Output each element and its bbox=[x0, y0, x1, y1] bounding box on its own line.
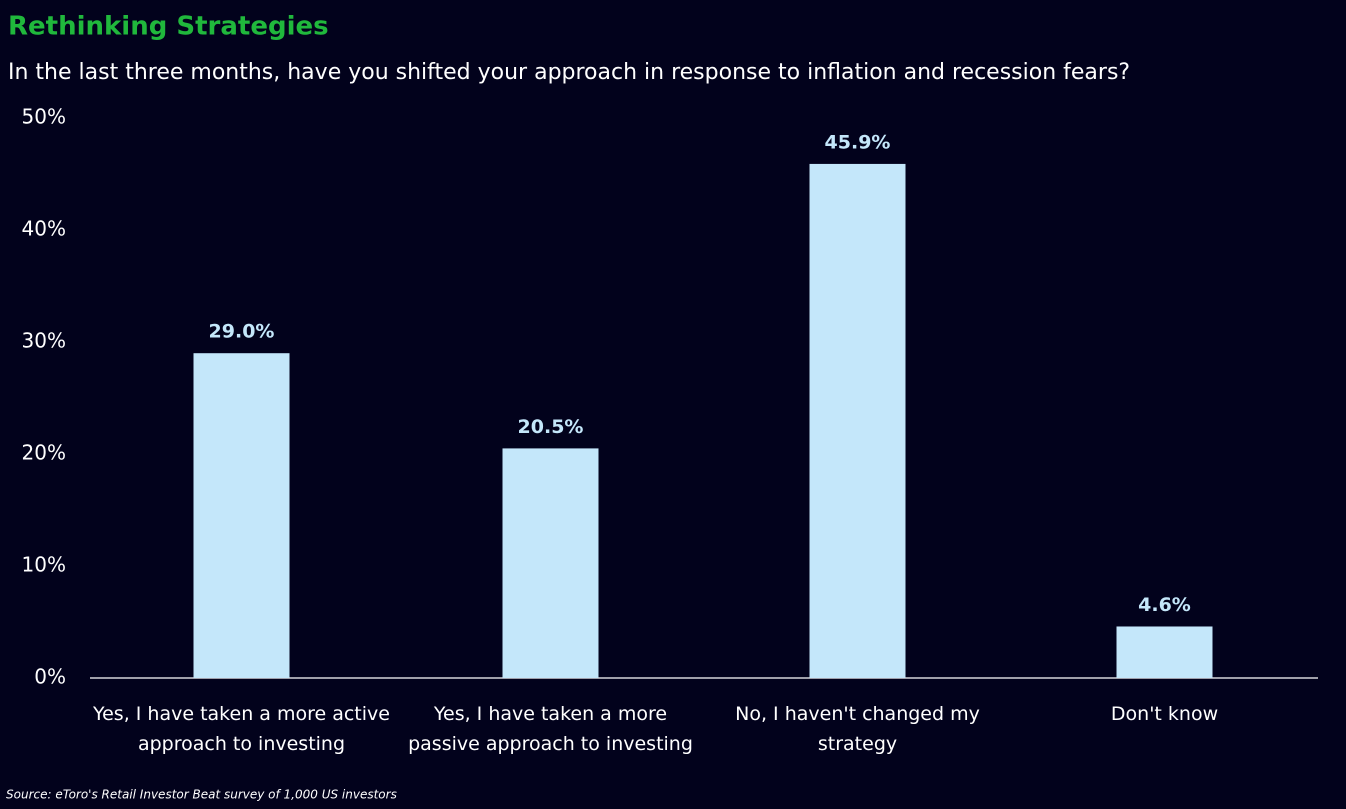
x-tick-label: Don't know bbox=[1110, 703, 1219, 725]
bar bbox=[809, 163, 906, 679]
value-label: 20.5% bbox=[518, 416, 584, 438]
y-tick-label: 0% bbox=[34, 665, 66, 689]
bar bbox=[502, 448, 599, 678]
y-tick-label: 20% bbox=[22, 441, 66, 465]
bar bbox=[193, 353, 290, 678]
chart-subtitle: In the last three months, have you shift… bbox=[8, 60, 1130, 85]
y-tick-label: 10% bbox=[22, 553, 66, 577]
value-label: 4.6% bbox=[1138, 594, 1191, 616]
x-tick-label: Yes, I have taken a more active approach… bbox=[93, 703, 390, 755]
y-tick-label: 50% bbox=[22, 105, 66, 129]
bar bbox=[1116, 626, 1213, 678]
value-label: 45.9% bbox=[825, 131, 891, 153]
x-tick-label: Yes, I have taken a more passive approac… bbox=[408, 703, 693, 755]
chart-title: Rethinking Strategies bbox=[8, 12, 329, 42]
y-tick-label: 30% bbox=[22, 329, 66, 353]
x-tick-label: No, I haven't changed my strategy bbox=[735, 703, 980, 755]
value-label: 29.0% bbox=[209, 321, 275, 343]
source-note: Source: eToro's Retail Investor Beat sur… bbox=[6, 788, 397, 802]
y-tick-label: 40% bbox=[22, 217, 66, 241]
